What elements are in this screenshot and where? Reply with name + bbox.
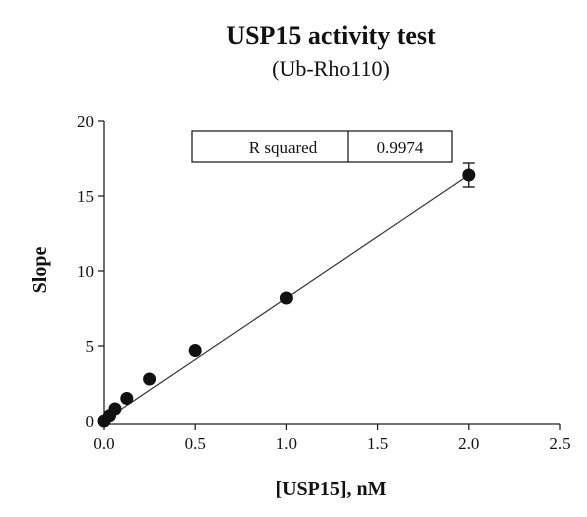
data-points (97, 162, 476, 428)
stats-table: R squared 0.9974 (191, 130, 453, 163)
data-point (143, 372, 157, 386)
x-tick-label: 1.0 (276, 434, 297, 453)
data-point (462, 168, 476, 182)
data-point (279, 291, 293, 305)
y-tick-label: 15 (77, 187, 94, 206)
y-tick-label: 5 (86, 337, 95, 356)
data-point (120, 392, 134, 405)
x-tick-label: 2.5 (549, 434, 570, 453)
x-axis-label: [USP15], nM (275, 478, 386, 500)
stats-label: R squared (249, 138, 318, 157)
y-tick-label: 20 (77, 112, 94, 131)
axes: 0 5 10 15 20 0.0 0.5 1.0 1.5 2.0 2.5 (77, 112, 571, 453)
x-tick-label: 0.0 (93, 434, 114, 453)
data-point (108, 402, 122, 416)
y-tick-label: 0 (86, 412, 95, 431)
stats-value: 0.9974 (377, 138, 424, 157)
stats-table-box (191, 130, 453, 163)
y-tick-label: 10 (77, 262, 94, 281)
chart-title: USP15 activity test (226, 21, 436, 50)
x-tick-label: 1.5 (367, 434, 388, 453)
y-axis-label: Slope (29, 247, 51, 294)
data-point (188, 344, 202, 357)
x-tick-label: 2.0 (458, 434, 479, 453)
x-tick-label: 0.5 (185, 434, 206, 453)
chart-subtitle: (Ub-Rho110) (272, 56, 390, 81)
